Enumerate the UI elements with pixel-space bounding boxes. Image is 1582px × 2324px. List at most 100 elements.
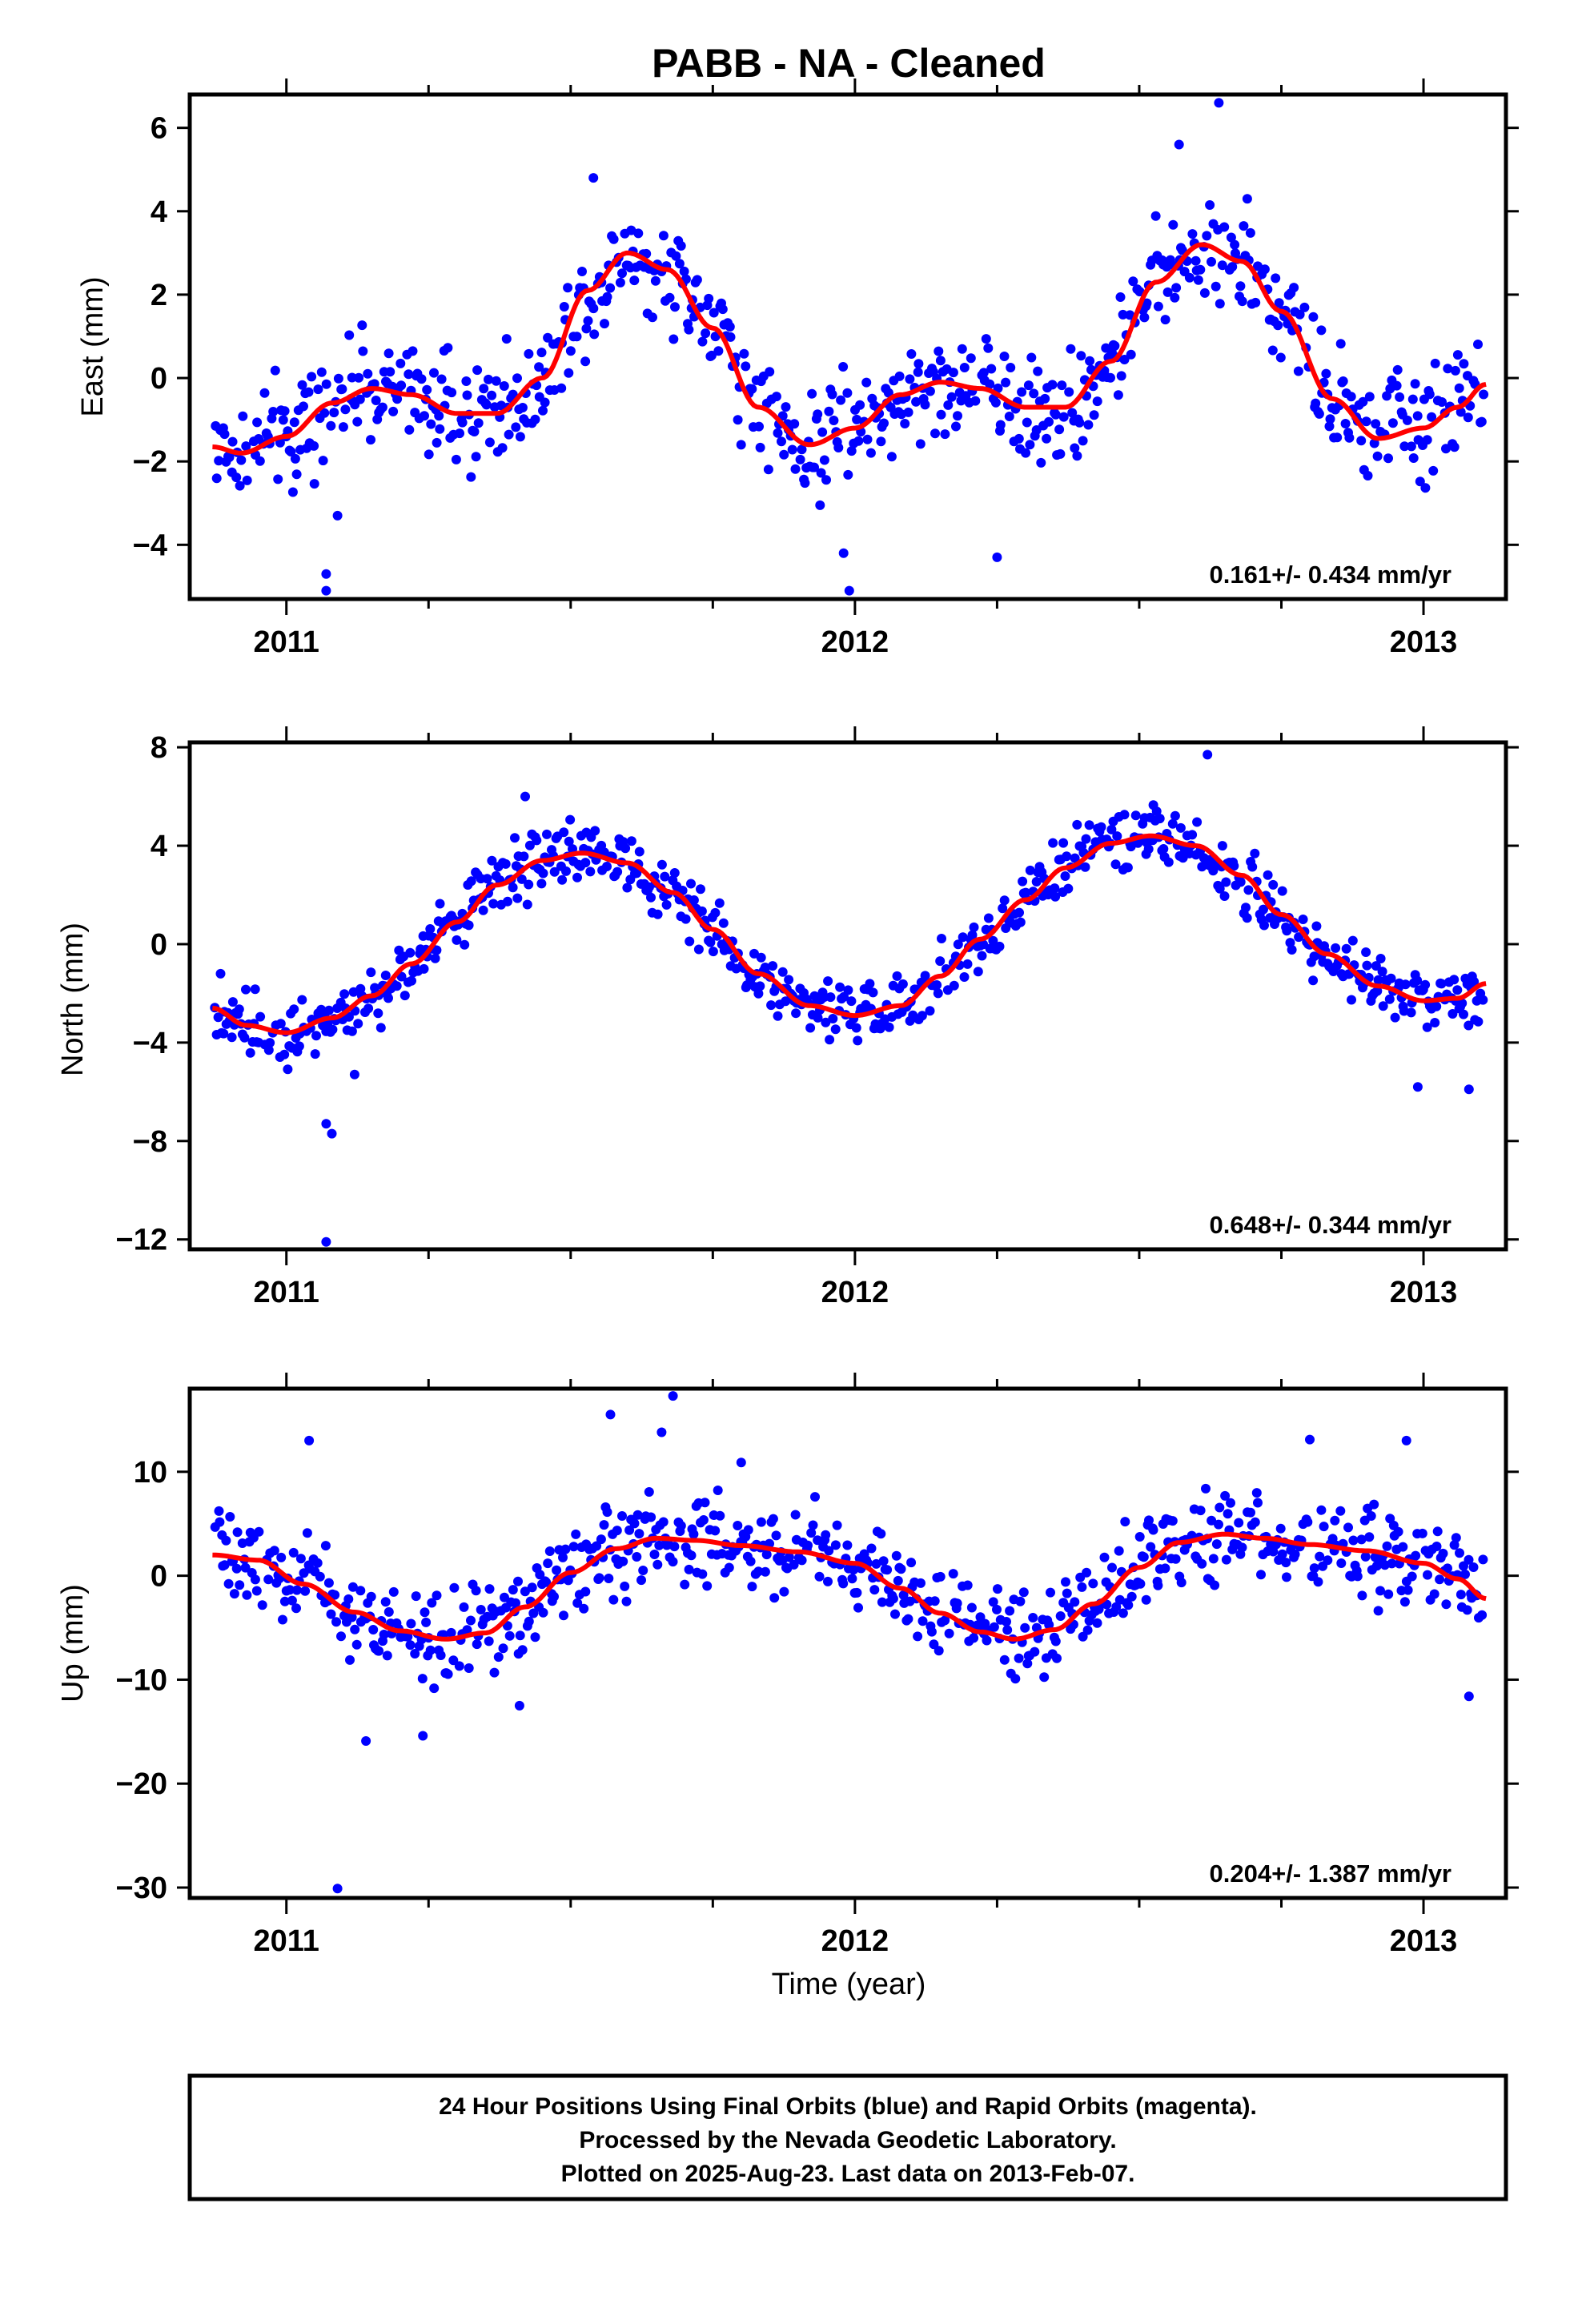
- data-point: [330, 1590, 340, 1600]
- data-point: [612, 866, 623, 877]
- data-point: [425, 1645, 436, 1655]
- data-point: [1174, 139, 1184, 150]
- data-point: [1246, 1507, 1255, 1518]
- footer-line-3: Plotted on 2025-Aug-23. Last data on 201…: [561, 2161, 1135, 2187]
- data-point: [853, 1602, 863, 1613]
- data-point: [689, 1529, 699, 1539]
- data-point: [1476, 416, 1487, 427]
- data-point: [406, 1618, 416, 1629]
- data-point: [883, 388, 893, 398]
- data-point: [435, 899, 445, 909]
- data-point: [1375, 954, 1386, 963]
- x-tick-label: 2013: [1390, 1924, 1458, 1958]
- data-point: [520, 1586, 530, 1597]
- data-point: [684, 324, 694, 335]
- data-point: [263, 1045, 274, 1055]
- data-point: [517, 1645, 528, 1655]
- data-point: [380, 1597, 391, 1607]
- data-point: [337, 384, 347, 394]
- data-point: [408, 346, 418, 356]
- data-point: [1422, 1022, 1432, 1032]
- data-point: [886, 452, 897, 462]
- data-point: [827, 389, 837, 400]
- data-point: [493, 1652, 504, 1663]
- data-point: [644, 1487, 654, 1497]
- data-point: [1122, 862, 1133, 873]
- data-point: [585, 866, 596, 877]
- data-point: [714, 898, 725, 908]
- data-point: [1114, 1546, 1124, 1556]
- data-point: [508, 1585, 518, 1595]
- data-point: [1417, 1528, 1427, 1538]
- data-point: [821, 1017, 831, 1027]
- data-point: [1423, 1570, 1432, 1580]
- data-point: [1015, 1596, 1026, 1606]
- data-point: [313, 384, 323, 395]
- data-point: [487, 390, 497, 400]
- data-point: [1210, 1580, 1220, 1590]
- data-point: [1081, 834, 1091, 844]
- data-point: [588, 304, 599, 314]
- data-point: [1211, 1539, 1222, 1550]
- data-point: [832, 1520, 842, 1530]
- data-point: [366, 967, 376, 978]
- data-point: [1219, 891, 1230, 901]
- y-tick-label: −30: [116, 1872, 167, 1905]
- y-tick-label: 0: [151, 1560, 167, 1594]
- data-point: [620, 1581, 630, 1591]
- data-point: [283, 1064, 293, 1075]
- data-point: [852, 1587, 862, 1598]
- data-point: [1020, 1622, 1030, 1633]
- data-point: [1243, 885, 1254, 895]
- data-point: [1048, 838, 1058, 848]
- data-point: [1456, 407, 1466, 417]
- data-point: [1289, 283, 1299, 293]
- data-point: [326, 1609, 336, 1619]
- data-point: [906, 1558, 917, 1568]
- y-tick-label: 8: [151, 731, 167, 765]
- data-point: [1227, 262, 1238, 272]
- data-point: [504, 1630, 515, 1641]
- y-tick-label: −8: [133, 1125, 167, 1159]
- data-point: [1401, 1435, 1411, 1445]
- data-point: [1083, 420, 1094, 430]
- data-point: [347, 1612, 357, 1622]
- data-point: [500, 858, 511, 869]
- data-point: [754, 421, 764, 432]
- data-point: [1314, 408, 1324, 419]
- data-point: [771, 392, 781, 402]
- data-point: [374, 1646, 384, 1656]
- data-point: [1267, 345, 1278, 356]
- data-point: [925, 386, 935, 396]
- data-point: [652, 909, 663, 919]
- data-point: [706, 350, 717, 360]
- data-point: [1435, 1574, 1445, 1585]
- data-point: [739, 348, 749, 359]
- data-point: [254, 1526, 264, 1537]
- data-point: [426, 419, 436, 429]
- data-point: [817, 427, 828, 437]
- data-point: [920, 400, 930, 410]
- data-point: [969, 922, 979, 932]
- data-point: [517, 403, 528, 412]
- data-point: [846, 996, 857, 1007]
- data-point: [388, 1586, 399, 1597]
- data-point: [1383, 1589, 1394, 1599]
- data-point: [297, 380, 307, 390]
- data-point: [278, 1614, 287, 1625]
- data-point: [1116, 371, 1126, 381]
- data-point: [1335, 339, 1346, 349]
- data-point: [825, 992, 836, 1003]
- data-point: [1406, 441, 1416, 452]
- data-point: [462, 390, 472, 400]
- data-point: [321, 1236, 331, 1247]
- y-tick-label: 2: [151, 279, 167, 312]
- data-point: [1298, 915, 1308, 924]
- data-point: [1237, 296, 1247, 307]
- data-point: [1456, 1590, 1466, 1600]
- data-point: [270, 365, 280, 376]
- data-point: [784, 975, 794, 985]
- data-point: [745, 1556, 756, 1566]
- data-point: [422, 384, 432, 395]
- data-point: [265, 1038, 275, 1048]
